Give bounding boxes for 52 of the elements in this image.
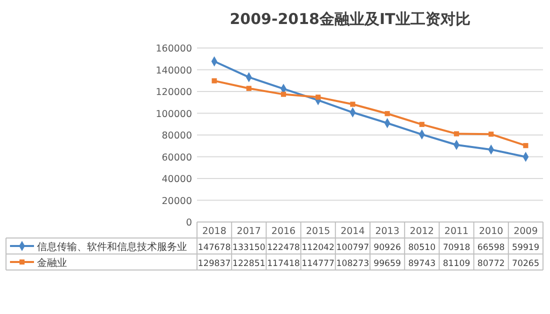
legend-label: 金融业 bbox=[37, 257, 67, 269]
data-label: 80510 bbox=[408, 243, 436, 253]
chart-title: 2009-2018金融业及IT业工资对比 bbox=[230, 10, 470, 28]
data-label: 90926 bbox=[374, 243, 401, 253]
x-tick-label: 2018 bbox=[202, 226, 226, 237]
x-tick-label: 2013 bbox=[375, 226, 400, 237]
data-label: 70918 bbox=[442, 243, 470, 253]
data-label: 66598 bbox=[477, 243, 505, 253]
data-label: 99659 bbox=[374, 259, 401, 269]
point bbox=[316, 94, 321, 100]
y-tick-label: 100000 bbox=[156, 108, 192, 120]
x-tick-label: 2016 bbox=[271, 226, 296, 237]
y-tick-label: 0 bbox=[186, 218, 192, 228]
y-tick-label: 140000 bbox=[156, 65, 192, 76]
x-tick-label: 2010 bbox=[479, 226, 504, 237]
data-label: 112042 bbox=[302, 243, 335, 253]
x-tick-label: 2014 bbox=[340, 226, 365, 237]
x-tick-label: 2015 bbox=[306, 226, 330, 237]
data-label: 59919 bbox=[512, 243, 540, 253]
data-label: 117418 bbox=[267, 259, 300, 269]
point bbox=[350, 102, 356, 107]
y-tick-label: 120000 bbox=[156, 87, 192, 98]
data-label: 81109 bbox=[442, 259, 470, 269]
point bbox=[384, 111, 390, 116]
point bbox=[246, 86, 252, 91]
point bbox=[419, 122, 424, 127]
data-label: 108273 bbox=[336, 259, 370, 269]
data-label: 114777 bbox=[302, 259, 335, 269]
data-label: 100797 bbox=[336, 243, 370, 253]
point bbox=[212, 78, 217, 84]
data-label: 129837 bbox=[198, 259, 231, 269]
point bbox=[523, 143, 528, 148]
data-label: 122478 bbox=[267, 243, 300, 253]
y-tick-label: 40000 bbox=[162, 174, 192, 185]
x-tick-label: 2009 bbox=[514, 226, 538, 237]
data-label: 133150 bbox=[232, 243, 266, 253]
point bbox=[454, 131, 460, 136]
x-tick-label: 2011 bbox=[444, 226, 469, 237]
data-label: 147678 bbox=[198, 243, 231, 253]
data-label: 89743 bbox=[408, 259, 436, 269]
data-label: 122851 bbox=[232, 259, 266, 269]
x-tick-label: 2012 bbox=[410, 226, 434, 237]
point bbox=[488, 132, 494, 137]
y-tick-label: 160000 bbox=[156, 44, 192, 54]
y-tick-label: 20000 bbox=[162, 196, 192, 207]
data-label: 70265 bbox=[512, 259, 540, 269]
y-tick-label: 80000 bbox=[162, 130, 192, 142]
y-tick-label: 60000 bbox=[162, 152, 192, 164]
data-label: 80772 bbox=[477, 259, 505, 269]
legend-label: 信息传输、软件和信息技术服务业 bbox=[37, 241, 187, 253]
point bbox=[280, 92, 286, 97]
x-tick-label: 2017 bbox=[236, 226, 261, 237]
